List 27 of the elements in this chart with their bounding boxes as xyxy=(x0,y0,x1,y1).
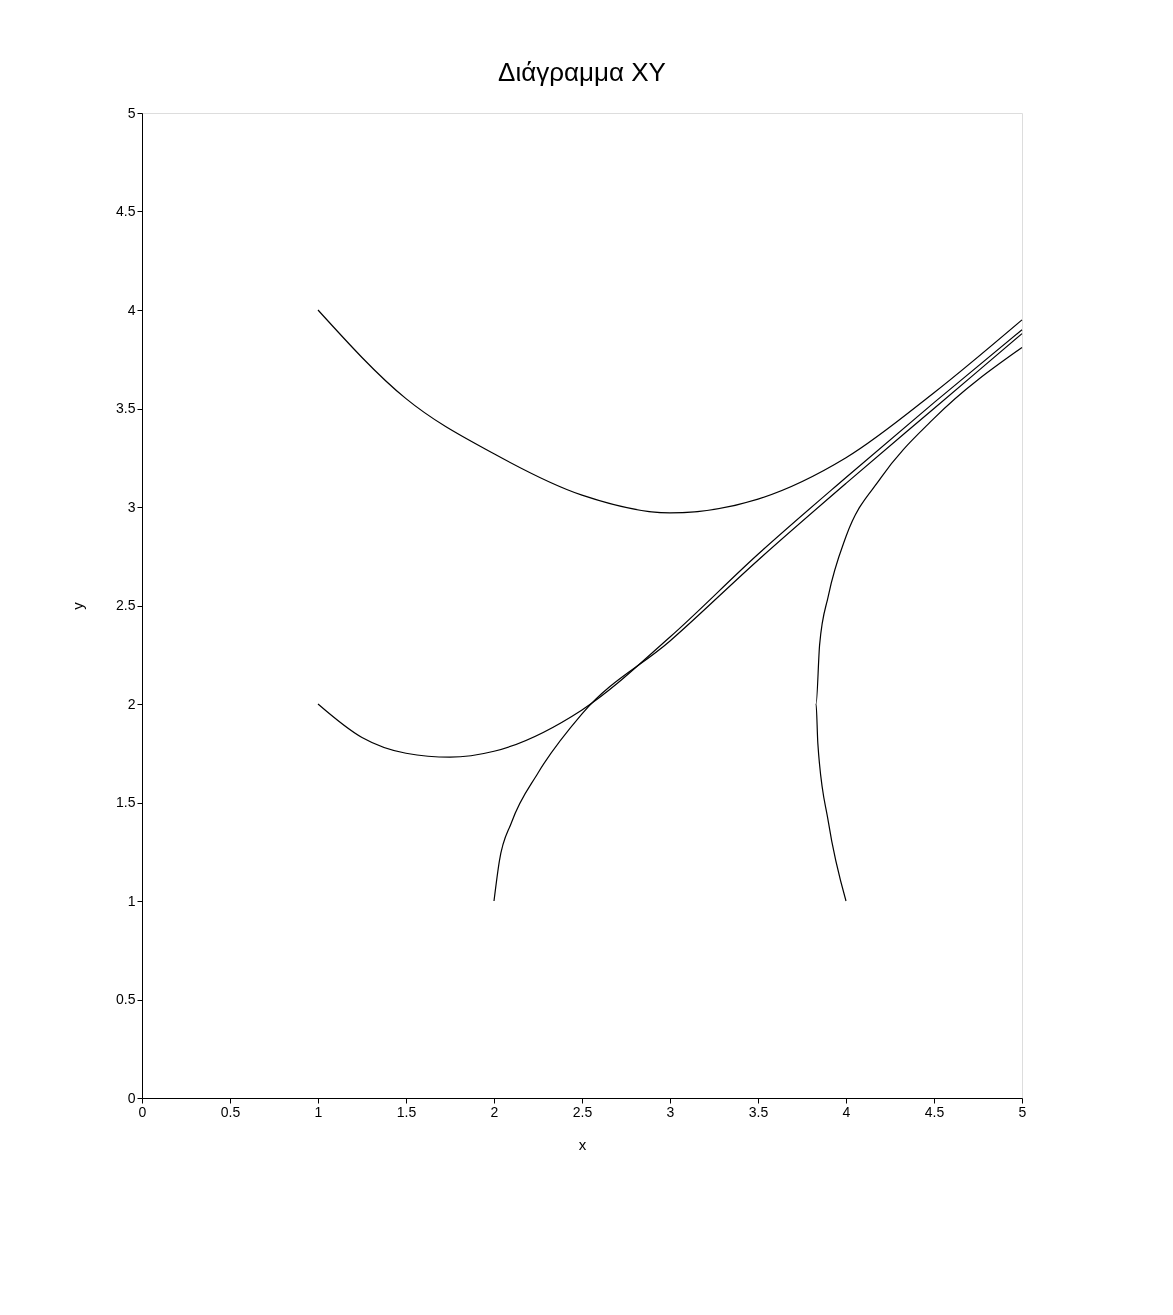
x-tick-label: 0.5 xyxy=(220,1103,241,1120)
y-tick-label: 0 xyxy=(127,1089,136,1106)
x-tick-label: 0 xyxy=(138,1103,147,1120)
y-tick-label: 4.5 xyxy=(116,203,136,219)
x-tick-label: 2 xyxy=(490,1103,499,1120)
y-axis-title: y xyxy=(69,601,87,610)
x-tick-label: 3.5 xyxy=(748,1103,769,1120)
y-tick-label: 3.5 xyxy=(116,400,136,416)
y-tick-label: 1.5 xyxy=(116,794,136,810)
y-tick-label: 2 xyxy=(127,695,136,712)
x-tick-label: 1 xyxy=(314,1103,323,1120)
x-tick-label: 3 xyxy=(666,1103,675,1120)
y-tick-label: 0.5 xyxy=(116,991,136,1007)
chart-title: Διάγραμμα XY xyxy=(498,57,666,87)
y-tick-label: 2.5 xyxy=(116,597,136,613)
y-tick-label: 1 xyxy=(127,892,136,909)
x-tick-label: 1.5 xyxy=(396,1103,417,1120)
x-tick-label: 2.5 xyxy=(572,1103,593,1120)
y-tick-label: 3 xyxy=(127,498,136,515)
x-tick-label: 4 xyxy=(842,1103,851,1120)
line-series xyxy=(815,346,1023,902)
y-tick-label: 5 xyxy=(127,104,136,121)
x-tick-label: 5 xyxy=(1018,1103,1027,1120)
x-tick-label: 4.5 xyxy=(924,1103,945,1120)
y-tick-label: 4 xyxy=(127,301,136,318)
line-series xyxy=(317,309,1023,514)
x-axis-title: x xyxy=(578,1135,587,1153)
